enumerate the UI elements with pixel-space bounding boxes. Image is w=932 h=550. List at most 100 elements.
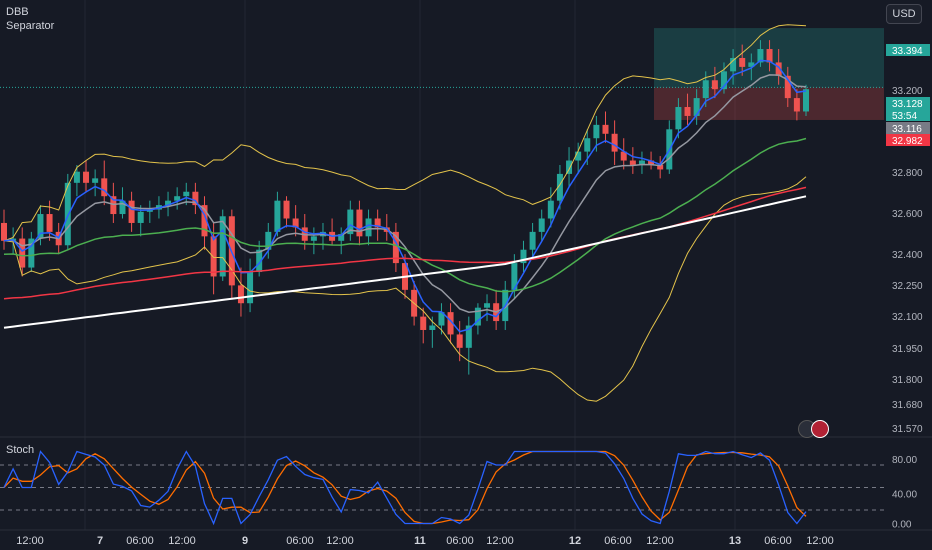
candle-body bbox=[547, 200, 554, 219]
candle-body bbox=[474, 307, 481, 326]
currency-button[interactable]: USD bbox=[886, 4, 922, 24]
candle-body bbox=[101, 178, 108, 197]
candle-body bbox=[429, 325, 436, 330]
time-axis-label: 11 bbox=[414, 535, 426, 547]
candle-body bbox=[456, 334, 463, 348]
candle-body bbox=[675, 107, 682, 130]
candle-body bbox=[620, 151, 627, 161]
candle-body bbox=[210, 236, 217, 277]
time-axis-label: 12:00 bbox=[168, 535, 196, 547]
time-axis-label: 12:00 bbox=[486, 535, 514, 547]
candle-body bbox=[256, 249, 263, 273]
candle-body bbox=[128, 200, 135, 223]
candle-body bbox=[46, 214, 53, 232]
candle-body bbox=[119, 200, 126, 215]
candle-body bbox=[292, 218, 299, 228]
candle-body bbox=[739, 57, 746, 67]
candle-body bbox=[766, 49, 773, 63]
sma-white-line bbox=[3, 195, 807, 329]
candle-body bbox=[593, 124, 600, 139]
price-axis-label: 31.950 bbox=[892, 344, 923, 355]
price-axis-label: 33.200 bbox=[892, 86, 923, 97]
candle-body bbox=[174, 196, 181, 201]
price-axis-label: 32.600 bbox=[892, 209, 923, 220]
candle-body bbox=[511, 263, 518, 290]
symbol-title: DBB bbox=[6, 6, 29, 18]
candle-body bbox=[137, 211, 144, 223]
stoch-d-line bbox=[3, 450, 807, 525]
candle-body bbox=[566, 160, 573, 174]
time-axis-label: 06:00 bbox=[286, 535, 314, 547]
candle-body bbox=[803, 89, 809, 112]
candle-body bbox=[420, 316, 427, 330]
price-axis-label: 32.400 bbox=[892, 250, 923, 261]
price-axis-label: 31.570 bbox=[892, 424, 923, 435]
price-axis-label: 33.116 bbox=[892, 124, 922, 135]
time-axis-label: 12:00 bbox=[806, 535, 834, 547]
candle-body bbox=[629, 160, 636, 165]
candle-body bbox=[356, 209, 363, 237]
time-axis-label: 12:00 bbox=[16, 535, 44, 547]
candle-body bbox=[693, 98, 700, 116]
us-flag-icon[interactable] bbox=[811, 420, 829, 438]
stoch-axis-label: 0.00 bbox=[892, 520, 912, 531]
candle-body bbox=[538, 218, 545, 232]
price-axis-label: 31.680 bbox=[892, 400, 923, 411]
candle-body bbox=[529, 231, 536, 250]
candle-body bbox=[793, 98, 800, 112]
candle-body bbox=[611, 133, 618, 152]
candle-body bbox=[237, 285, 244, 304]
candle-body bbox=[584, 138, 591, 152]
candle-body bbox=[19, 238, 26, 268]
ema-gray-line bbox=[3, 74, 807, 313]
candle-body bbox=[83, 171, 90, 183]
ema-blue-line bbox=[3, 59, 807, 333]
time-axis-label: 7 bbox=[97, 535, 103, 547]
candle-body bbox=[784, 75, 791, 99]
price-label-bg bbox=[886, 44, 930, 56]
position-loss-zone bbox=[654, 87, 884, 120]
time-axis-label: 12 bbox=[569, 535, 581, 547]
candle-body bbox=[310, 236, 317, 241]
time-axis-label: 06:00 bbox=[764, 535, 792, 547]
candle-body bbox=[520, 249, 527, 264]
price-axis-label: 33.394 bbox=[892, 46, 923, 57]
candle-body bbox=[556, 173, 563, 201]
time-axis-label: 13 bbox=[729, 535, 741, 547]
bollinger-lower-line bbox=[3, 176, 807, 402]
time-axis-label: 06:00 bbox=[604, 535, 632, 547]
candle-body bbox=[775, 62, 782, 76]
candle-body bbox=[165, 200, 172, 206]
candle-body bbox=[28, 238, 35, 268]
candle-body bbox=[274, 200, 281, 232]
ema-green-line bbox=[3, 137, 807, 293]
candle-body bbox=[438, 312, 445, 326]
price-axis-label: 32.100 bbox=[892, 312, 923, 323]
candle-body bbox=[183, 191, 190, 197]
candle-body bbox=[37, 214, 44, 239]
candle-body bbox=[730, 57, 737, 72]
candle-body bbox=[201, 205, 208, 237]
stoch-axis-label: 40.00 bbox=[892, 490, 917, 501]
time-axis-label: 06:00 bbox=[126, 535, 154, 547]
price-axis-label: 32.250 bbox=[892, 281, 923, 292]
candle-body bbox=[283, 200, 290, 219]
price-label-bg bbox=[886, 97, 930, 109]
candle-body bbox=[748, 62, 755, 67]
stoch-k-line bbox=[3, 450, 807, 526]
price-label-bg bbox=[886, 109, 930, 121]
candle-body bbox=[447, 312, 454, 335]
time-axis-label: 9 bbox=[242, 535, 248, 547]
price-axis-label: 33.128 bbox=[892, 99, 923, 110]
price-label-bg bbox=[886, 134, 930, 146]
candle-body bbox=[365, 218, 372, 237]
candle-body bbox=[465, 325, 472, 348]
candle-body bbox=[702, 80, 709, 99]
candle-body bbox=[247, 272, 254, 304]
candle-body bbox=[219, 216, 226, 277]
candle-body bbox=[684, 107, 691, 116]
candle-body bbox=[73, 171, 80, 183]
stoch-axis-label: 80.00 bbox=[892, 455, 917, 466]
candle-body bbox=[757, 49, 764, 63]
